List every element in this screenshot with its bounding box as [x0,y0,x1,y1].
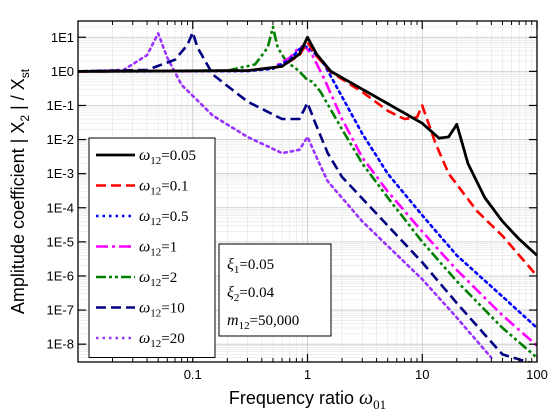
x-axis-title-sub: 01 [373,397,386,412]
y-axis-title-mid: | / X [8,78,28,115]
series-line-omega12-0.1 [78,41,537,277]
series-line-omega12-0.05 [78,35,537,257]
legend-label: ω12=20 [139,330,185,350]
y-tick-labels: 1E1 1E0 1E-1 1E-2 1E-3 1E-4 1E-5 1E-6 1E-7 1E-8 [47,30,74,352]
y-tick-label: 1E-4 [47,200,74,215]
y-axis-title: Amplitude coefficient | X2 | / Xst [8,68,32,314]
y-tick-label: 1E1 [51,30,74,45]
y-tick-label: 1E-1 [47,98,74,113]
x-axis-title-symbol: ω [359,387,373,409]
x-tick-label: 0.1 [184,367,202,382]
y-axis-title-sub1: 2 [18,115,32,122]
ticks-layer [78,21,538,362]
legend-label: ω12=0.05 [139,147,196,167]
y-tick-label: 1E-2 [47,132,74,147]
y-tick-label: 1E-6 [47,268,74,283]
x-axis-title-text: Frequency ratio [229,388,359,408]
legend-label: ω12=1 [139,239,177,259]
y-tick-label: 1E-3 [47,166,74,181]
y-tick-label: 1E-7 [47,303,74,318]
x-tick-label: 100 [526,367,548,382]
x-tick-label: 10 [415,367,429,382]
y-axis-title-math: | X [8,122,28,144]
x-axis-title: Frequency ratio ω01 [229,387,386,412]
series-layer [78,25,537,362]
legend-label: ω12=0.5 [139,208,189,228]
parameter-annotation: ξ1=0.05 ξ2=0.04 m12=50,000 [218,243,332,337]
y-tick-label: 1E-8 [47,337,74,352]
x-tick-labels: 0.1 1 10 100 [184,367,548,382]
annotation-box [218,243,332,337]
series-line-omega12-20 [78,32,493,359]
y-tick-label: 1E0 [51,64,74,79]
annotation-line: ξ1=0.05 [227,256,274,276]
legend-label: ω12=10 [139,300,185,320]
annotation-line: m12=50,000 [227,312,299,332]
y-tick-label: 1E-5 [47,234,74,249]
series-line-omega12-2 [78,25,537,359]
annotation-line: ξ2=0.04 [227,284,275,304]
x-tick-label: 1 [304,367,311,382]
legend: ω12=0.05 ω12=0.1 ω12=0.5 ω12=1 ω12=2 ω12=10 ω1… [88,137,216,358]
y-axis-title-text: Amplitude coefficient [8,143,28,314]
y-axis-title-sub2: st [18,68,32,78]
legend-label: ω12=0.1 [139,178,189,198]
series-line-omega12-10 [78,30,533,362]
legend-box [88,137,216,358]
legend-label: ω12=2 [139,269,177,289]
